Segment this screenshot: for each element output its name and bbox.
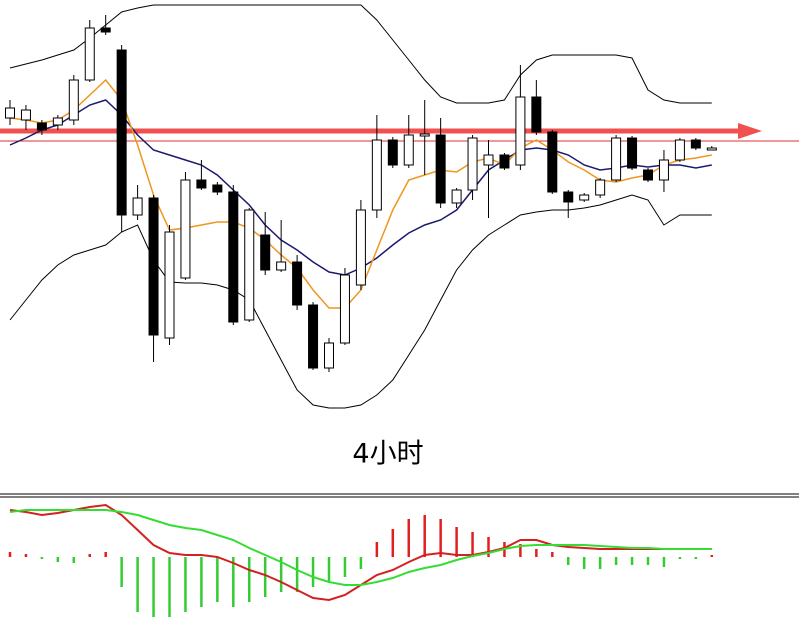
- timeframe-label: 4小时: [352, 439, 423, 470]
- candle-body: [531, 96, 542, 133]
- candle-body: [563, 191, 574, 203]
- indicator-line: [9, 194, 712, 409]
- candle-body: [132, 197, 143, 216]
- candle-body: [467, 137, 478, 191]
- candle-body: [180, 179, 191, 279]
- candle-body: [387, 139, 398, 166]
- candle-body: [451, 189, 462, 204]
- candle-body: [292, 261, 303, 306]
- candle-body: [355, 209, 366, 286]
- candle-body: [164, 231, 175, 339]
- candle-body: [499, 154, 510, 169]
- candle-body: [84, 27, 95, 81]
- candle-body: [52, 117, 63, 126]
- candle-body: [403, 134, 414, 166]
- candle-body: [212, 184, 223, 193]
- indicator-line: [9, 4, 712, 104]
- candle-body: [5, 107, 15, 119]
- candle-body: [706, 147, 717, 151]
- candle-body: [308, 304, 319, 369]
- candle-body: [196, 179, 207, 189]
- candle-body: [658, 159, 669, 181]
- candle-body: [339, 274, 350, 344]
- candle-body: [324, 342, 334, 369]
- candle-body: [515, 96, 526, 166]
- candle-body: [435, 134, 446, 204]
- arrow-head: [738, 123, 762, 139]
- candle-body: [20, 109, 31, 121]
- candle-body: [68, 79, 79, 121]
- candle-body: [244, 209, 255, 321]
- candle-body: [627, 137, 638, 169]
- candle-body: [483, 154, 494, 166]
- candle-body: [547, 131, 558, 193]
- candle-body: [419, 133, 430, 137]
- candle-body: [116, 49, 127, 216]
- candle-body: [674, 139, 685, 161]
- candle-body: [643, 169, 653, 181]
- candle-body: [371, 139, 382, 211]
- candle-body: [260, 234, 271, 271]
- candle-body: [148, 197, 159, 336]
- candle-body: [36, 122, 47, 131]
- candle-body: [595, 179, 606, 196]
- candle-body: [690, 139, 701, 149]
- candle-body: [579, 194, 590, 201]
- candle-body: [228, 191, 239, 323]
- indicator-line: [9, 509, 712, 586]
- candle-body: [611, 137, 622, 181]
- candle-body: [100, 27, 111, 33]
- candle-body: [276, 261, 287, 271]
